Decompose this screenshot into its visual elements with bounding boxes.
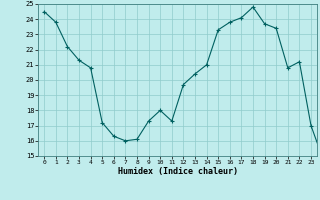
X-axis label: Humidex (Indice chaleur): Humidex (Indice chaleur) <box>118 167 238 176</box>
